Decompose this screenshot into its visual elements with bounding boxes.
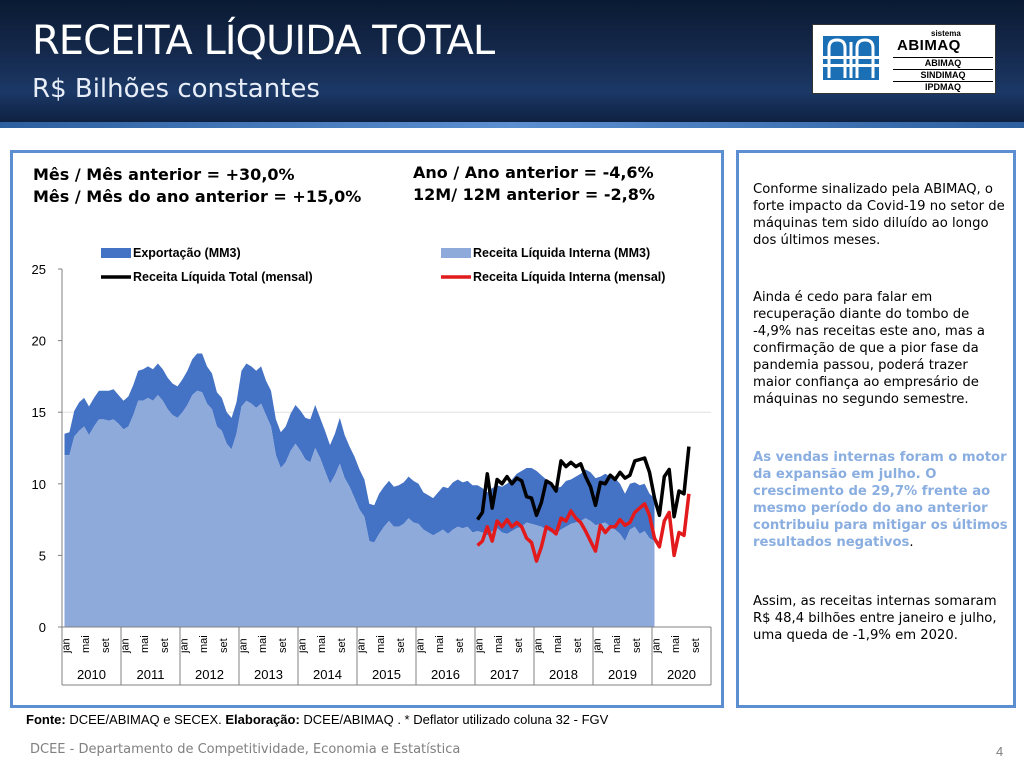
stat-12m: 12M/ 12M anterior = -2,8%	[413, 185, 655, 204]
commentary-highlight-end: .	[909, 535, 914, 550]
y-tick-label: 5	[39, 548, 46, 563]
x-month-label: set	[395, 638, 407, 653]
commentary-highlight: As vendas internas foram o motor da expa…	[753, 450, 1008, 550]
logo-line-sindimaq: SINDIMAQ	[893, 69, 993, 80]
x-month-label: jan	[297, 638, 309, 654]
y-tick-label: 0	[39, 620, 46, 635]
legend-label: Receita Líquida Total (mensal)	[133, 270, 313, 284]
x-month-label: mai	[375, 635, 387, 653]
commentary-paragraph-4: Assim, as receitas internas somaram R$ 4…	[753, 594, 997, 643]
elaboration-text: DCEE/ABIMAQ . * Deflator utilizado colun…	[299, 712, 609, 727]
x-month-label: set	[336, 638, 348, 653]
domestic-area	[64, 390, 655, 627]
x-month-label: jan	[533, 638, 545, 654]
x-year-label: 2016	[431, 667, 460, 682]
x-month-label: jan	[356, 638, 368, 654]
x-year-label: 2019	[608, 667, 637, 682]
slide-title: RECEITA LÍQUIDA TOTAL	[32, 18, 495, 64]
abimaq-logo: sistema ABIMAQ ABIMAQ SINDIMAQ IPDMAQ	[812, 24, 996, 94]
slide-header: RECEITA LÍQUIDA TOTAL R$ Bilhões constan…	[0, 0, 1024, 128]
legend-label: Exportação (MM3)	[133, 246, 241, 260]
legend-swatch	[101, 248, 131, 258]
chart-panel: Mês / Mês anterior = +30,0% Mês / Mês do…	[10, 150, 724, 708]
x-month-label: jan	[474, 638, 486, 654]
x-year-label: 2015	[372, 667, 401, 682]
y-tick-label: 25	[32, 262, 46, 277]
x-year-label: 2012	[195, 667, 224, 682]
slide-subtitle: R$ Bilhões constantes	[32, 74, 320, 104]
logo-line-abimaq: ABIMAQ	[893, 57, 993, 68]
x-year-label: 2011	[137, 667, 165, 682]
commentary-paragraph-3: As vendas internas foram o motor da expa…	[753, 449, 1009, 551]
x-month-label: mai	[434, 635, 446, 653]
x-month-label: jan	[179, 638, 191, 654]
x-year-label: 2020	[667, 667, 696, 682]
total-revenue-line	[476, 446, 691, 521]
x-month-label: set	[690, 638, 702, 653]
source-note: Fonte: DCEE/ABIMAQ e SECEX. Elaboração: …	[26, 712, 608, 727]
commentary-paragraph-1: Conforme sinalizado pela ABIMAQ, o forte…	[753, 182, 1005, 248]
legend-swatch	[441, 248, 471, 258]
y-tick-label: 15	[32, 405, 46, 420]
y-tick-label: 10	[32, 477, 46, 492]
legend-label: Receita Líquida Interna (mensal)	[473, 270, 665, 284]
logo-line-ipdmaq: IPDMAQ	[893, 81, 993, 92]
x-month-label: jan	[238, 638, 250, 654]
stat-yoy-month: Mês / Mês do ano anterior = +15,0%	[33, 187, 362, 206]
export-area	[64, 353, 655, 543]
x-month-label: mai	[552, 635, 564, 653]
x-month-label: set	[513, 638, 525, 653]
x-month-label: jan	[415, 638, 427, 654]
footer-text: DCEE - Departamento de Competitividade, …	[30, 742, 461, 757]
x-month-label: mai	[670, 635, 682, 653]
abimaq-emblem-icon	[819, 30, 883, 86]
x-month-label: jan	[651, 638, 663, 654]
logo-sistema: sistema	[931, 29, 961, 38]
source-text: DCEE/ABIMAQ e SECEX.	[65, 712, 226, 727]
x-month-label: mai	[611, 635, 623, 653]
commentary-panel: Conforme sinalizado pela ABIMAQ, o forte…	[736, 150, 1016, 708]
x-month-label: mai	[316, 635, 328, 653]
x-year-label: 2017	[490, 667, 519, 682]
stat-mom: Mês / Mês anterior = +30,0%	[33, 165, 295, 184]
domestic-revenue-line	[476, 493, 691, 563]
commentary-paragraph-2: Ainda é cedo para falar em recuperação d…	[753, 290, 985, 407]
x-month-label: set	[100, 638, 112, 653]
x-month-label: jan	[592, 638, 604, 654]
x-month-label: set	[218, 638, 230, 653]
x-month-label: mai	[80, 635, 92, 653]
x-month-label: set	[454, 638, 466, 653]
x-year-label: 2014	[313, 667, 342, 682]
x-month-label: set	[159, 638, 171, 653]
x-month-label: mai	[257, 635, 269, 653]
x-month-label: jan	[120, 638, 132, 654]
x-month-label: mai	[493, 635, 505, 653]
y-tick-label: 20	[32, 334, 46, 349]
x-month-label: set	[631, 638, 643, 653]
source-label: Fonte:	[26, 712, 66, 727]
x-month-label: mai	[198, 635, 210, 653]
x-month-label: set	[277, 638, 289, 653]
x-month-label: mai	[139, 635, 151, 653]
x-month-label: set	[572, 638, 584, 653]
stat-yoy: Ano / Ano anterior = -4,6%	[413, 163, 654, 182]
x-year-label: 2013	[254, 667, 283, 682]
x-month-label: jan	[61, 638, 73, 654]
x-year-label: 2010	[77, 667, 106, 682]
logo-name: ABIMAQ	[897, 37, 961, 54]
page-number: 4	[996, 744, 1004, 759]
x-year-label: 2018	[549, 667, 578, 682]
elaboration-label: Elaboração:	[225, 712, 300, 727]
legend-label: Receita Líquida Interna (MM3)	[473, 246, 650, 260]
